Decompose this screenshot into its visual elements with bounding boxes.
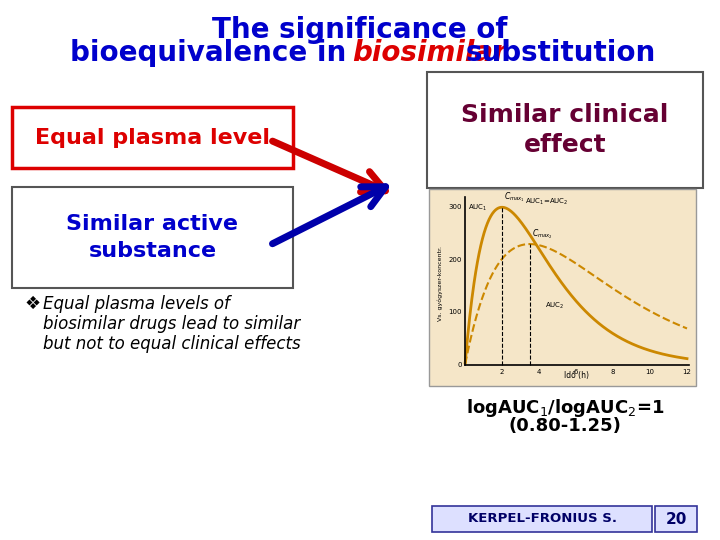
Text: Idő (h): Idő (h): [564, 371, 588, 380]
Text: $C_{max_2}$: $C_{max_2}$: [532, 227, 553, 241]
Text: 300: 300: [449, 204, 462, 210]
Text: Equal plasma level: Equal plasma level: [35, 127, 270, 147]
Text: (0.80-1.25): (0.80-1.25): [508, 417, 621, 435]
Bar: [432, 506, 652, 532]
Text: 12: 12: [683, 369, 691, 375]
Text: 6: 6: [574, 369, 578, 375]
Text: bioequivalence in: bioequivalence in: [70, 39, 366, 67]
Text: AUC$_2$: AUC$_2$: [545, 301, 564, 311]
Text: biosimilar drugs lead to similar: biosimilar drugs lead to similar: [43, 315, 300, 333]
Text: $C_{max_1}$: $C_{max_1}$: [504, 191, 525, 204]
Bar: [655, 506, 697, 532]
Text: but not to equal clinical effects: but not to equal clinical effects: [43, 335, 301, 353]
Text: 20: 20: [665, 511, 687, 526]
Text: ❖: ❖: [25, 295, 41, 313]
Text: 100: 100: [449, 309, 462, 315]
Text: AUC$_1$: AUC$_1$: [468, 203, 487, 213]
FancyBboxPatch shape: [12, 187, 293, 288]
Text: substitution: substitution: [466, 39, 656, 67]
Text: 2: 2: [500, 369, 504, 375]
Text: 10: 10: [646, 369, 654, 375]
Text: biosimilar: biosimilar: [352, 39, 507, 67]
Text: 200: 200: [449, 257, 462, 263]
Text: AUC$_1$=AUC$_2$: AUC$_1$=AUC$_2$: [525, 197, 569, 207]
Text: 8: 8: [611, 369, 616, 375]
Text: logAUC$_1$/logAUC$_2$=1: logAUC$_1$/logAUC$_2$=1: [466, 397, 665, 419]
FancyBboxPatch shape: [12, 107, 293, 168]
FancyBboxPatch shape: [427, 72, 703, 188]
Text: 0: 0: [457, 362, 462, 368]
Text: The significance of: The significance of: [212, 16, 508, 44]
Text: 4: 4: [537, 369, 541, 375]
Text: Similar clinical
effect: Similar clinical effect: [462, 103, 669, 157]
Text: Similar active
substance: Similar active substance: [66, 214, 238, 261]
Text: Equal plasma levels of: Equal plasma levels of: [43, 295, 230, 313]
Text: Vs. gyógyszer-koncentr.: Vs. gyógyszer-koncentr.: [437, 246, 443, 321]
Text: KERPEL-FRONIUS S.: KERPEL-FRONIUS S.: [467, 512, 616, 525]
FancyBboxPatch shape: [429, 189, 696, 386]
